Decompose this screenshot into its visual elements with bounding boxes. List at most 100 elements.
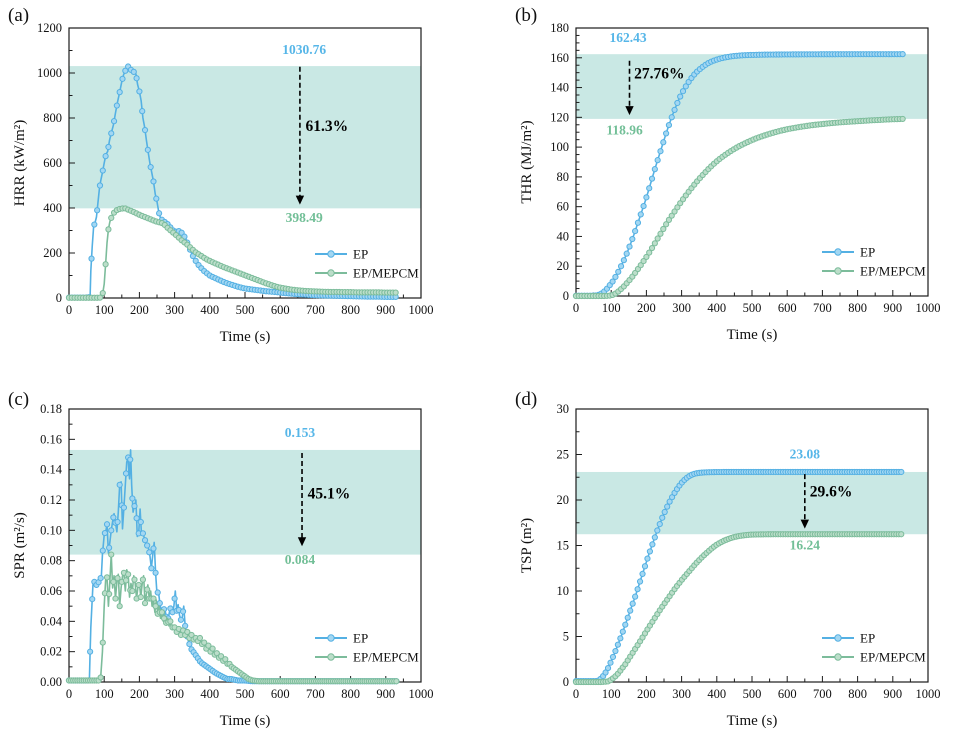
svg-text:16.24: 16.24 — [790, 538, 821, 553]
svg-text:0.16: 0.16 — [40, 432, 62, 446]
svg-text:300: 300 — [165, 303, 184, 317]
svg-text:EP/MEPCM: EP/MEPCM — [353, 266, 419, 281]
chart-a-cell: 0 100 200 300 400 500 600 700 800 900 1000 0 200 400 6… — [0, 0, 478, 369]
svg-text:180: 180 — [550, 21, 569, 35]
svg-text:140: 140 — [550, 81, 569, 95]
svg-text:118.96: 118.96 — [606, 122, 643, 137]
svg-text:45.1%: 45.1% — [308, 485, 351, 502]
panel-label-a: (a) — [8, 5, 30, 26]
svg-text:800: 800 — [848, 301, 867, 315]
svg-text:0: 0 — [66, 303, 72, 317]
svg-text:300: 300 — [165, 687, 184, 701]
svg-text:60: 60 — [557, 200, 570, 214]
svg-text:800: 800 — [341, 303, 360, 317]
svg-text:0: 0 — [573, 687, 579, 701]
svg-text:400: 400 — [707, 687, 726, 701]
svg-text:10: 10 — [557, 584, 570, 598]
svg-text:600: 600 — [271, 687, 290, 701]
svg-text:700: 700 — [306, 303, 325, 317]
svg-text:23.08: 23.08 — [790, 447, 821, 462]
svg-text:20: 20 — [557, 259, 570, 273]
svg-text:1000: 1000 — [916, 301, 941, 315]
svg-text:400: 400 — [200, 303, 219, 317]
svg-text:600: 600 — [778, 687, 797, 701]
chart-b-cell: 0 100 200 300 400 500 600 700 800 900 1000 0 20 40 60 8… — [477, 0, 955, 369]
svg-text:900: 900 — [883, 301, 902, 315]
svg-text:5: 5 — [563, 630, 569, 644]
svg-text:1000: 1000 — [37, 66, 62, 80]
svg-text:0.02: 0.02 — [40, 645, 62, 659]
chart-a-svg: 0 100 200 300 400 500 600 700 800 900 1000 0 200 400 6… — [12, 21, 434, 345]
svg-text:0: 0 — [66, 687, 72, 701]
svg-text:500: 500 — [743, 301, 762, 315]
svg-text:EP/MEPCM: EP/MEPCM — [860, 264, 926, 279]
panel-label-d: (d) — [515, 389, 538, 410]
svg-text:300: 300 — [672, 301, 691, 315]
svg-text:Time (s): Time (s) — [220, 329, 271, 345]
svg-text:1000: 1000 — [409, 303, 434, 317]
svg-text:100: 100 — [95, 303, 114, 317]
svg-text:600: 600 — [778, 301, 797, 315]
svg-text:400: 400 — [707, 301, 726, 315]
svg-text:120: 120 — [550, 110, 569, 124]
svg-text:0.084: 0.084 — [285, 552, 316, 567]
chart-c-svg: 0 100 200 300 400 500 600 700 800 900 1000 0.00 0.02… — [12, 402, 434, 729]
svg-text:100: 100 — [95, 687, 114, 701]
svg-text:700: 700 — [306, 687, 325, 701]
svg-text:200: 200 — [43, 246, 62, 260]
svg-text:EP/MEPCM: EP/MEPCM — [353, 650, 419, 665]
svg-text:1200: 1200 — [37, 21, 62, 35]
svg-text:0: 0 — [573, 301, 579, 315]
svg-text:SPR (m²/s): SPR (m²/s) — [12, 512, 28, 579]
svg-text:EP: EP — [860, 245, 875, 260]
panel-label-c: (c) — [8, 389, 30, 410]
svg-text:500: 500 — [236, 303, 255, 317]
svg-text:800: 800 — [341, 687, 360, 701]
svg-text:0: 0 — [563, 289, 569, 303]
svg-text:1030.76: 1030.76 — [282, 42, 326, 57]
svg-text:0.00: 0.00 — [40, 675, 62, 689]
svg-text:500: 500 — [743, 687, 762, 701]
svg-text:0.04: 0.04 — [40, 614, 63, 628]
svg-text:200: 200 — [130, 303, 149, 317]
chart-c-cell: 0 100 200 300 400 500 600 700 800 900 1000 0.00 0.02… — [0, 369, 478, 738]
svg-text:Time (s): Time (s) — [220, 713, 271, 729]
chart-d-cell: 0 100 200 300 400 500 600 700 800 900 1000 0 5 10 15 20… — [477, 369, 955, 738]
svg-text:800: 800 — [43, 111, 62, 125]
svg-text:160: 160 — [550, 51, 569, 65]
panel-label-b: (b) — [515, 5, 538, 26]
svg-text:700: 700 — [813, 301, 832, 315]
svg-text:Time (s): Time (s) — [727, 327, 778, 343]
svg-text:600: 600 — [271, 303, 290, 317]
svg-text:15: 15 — [557, 539, 570, 553]
svg-text:61.3%: 61.3% — [306, 118, 349, 135]
svg-text:80: 80 — [557, 170, 570, 184]
svg-text:100: 100 — [550, 140, 569, 154]
svg-text:29.6%: 29.6% — [810, 483, 853, 500]
svg-text:HRR (kW/m²): HRR (kW/m²) — [12, 120, 28, 207]
svg-text:900: 900 — [883, 687, 902, 701]
svg-text:200: 200 — [130, 687, 149, 701]
svg-text:0.08: 0.08 — [40, 554, 62, 568]
svg-text:400: 400 — [200, 687, 219, 701]
svg-text:27.76%: 27.76% — [634, 66, 684, 83]
svg-text:500: 500 — [236, 687, 255, 701]
svg-text:200: 200 — [637, 301, 656, 315]
svg-text:1000: 1000 — [916, 687, 941, 701]
svg-text:EP: EP — [353, 247, 368, 262]
svg-text:300: 300 — [672, 687, 691, 701]
svg-text:700: 700 — [813, 687, 832, 701]
svg-text:900: 900 — [376, 303, 395, 317]
svg-text:TSP (m²): TSP (m²) — [519, 518, 535, 573]
svg-text:EP/MEPCM: EP/MEPCM — [860, 650, 926, 665]
svg-text:800: 800 — [848, 687, 867, 701]
svg-text:0.06: 0.06 — [40, 584, 62, 598]
svg-text:20: 20 — [557, 493, 570, 507]
svg-text:0.12: 0.12 — [40, 493, 62, 507]
svg-text:0.153: 0.153 — [285, 425, 316, 440]
svg-text:40: 40 — [557, 229, 570, 243]
svg-text:Time (s): Time (s) — [727, 713, 778, 729]
svg-text:0.14: 0.14 — [40, 463, 63, 477]
svg-text:1000: 1000 — [409, 687, 434, 701]
